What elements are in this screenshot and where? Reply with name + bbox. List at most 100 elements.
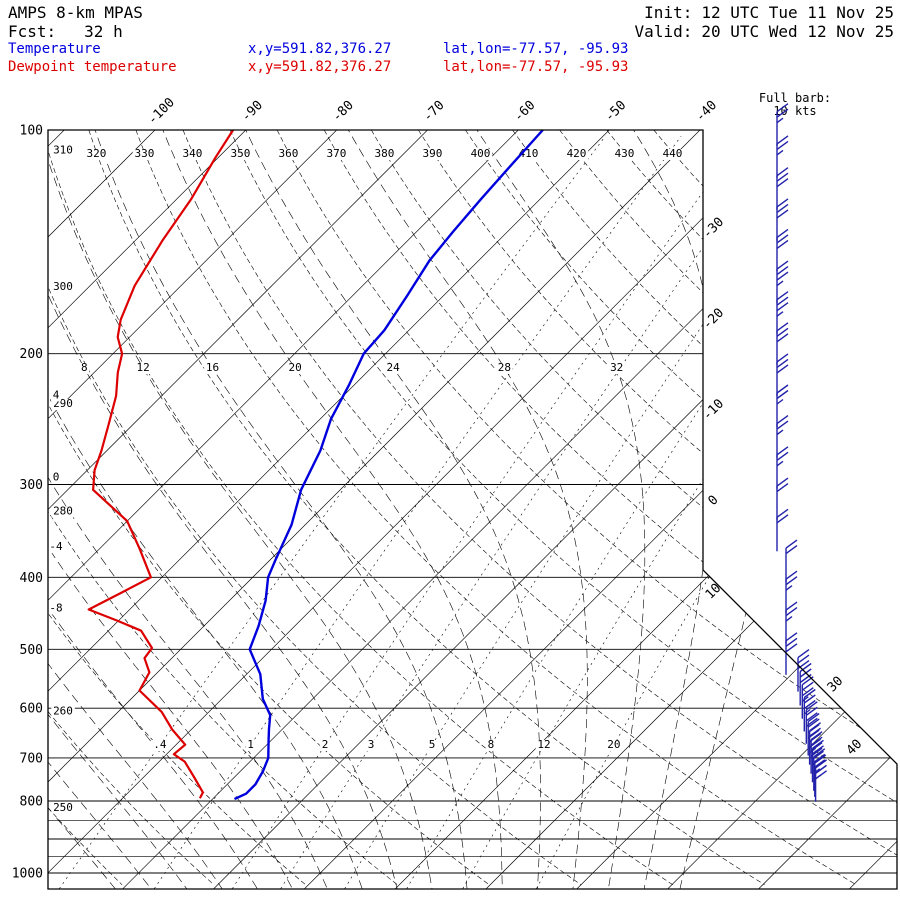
temperature-latlon: lat,lon=-77.57, -95.93 [443,41,629,57]
dry-adiabat-label: 360 [278,147,298,160]
moist-adiabat-label: 16 [206,361,219,374]
wind-barb [776,167,789,210]
wind-barb [785,632,798,675]
dewpoint-trace [87,129,235,799]
isotherm-label: -20 [700,306,727,333]
isotherm-label: 30 [825,674,847,696]
isotherm-line [48,130,337,889]
isotherm-line [394,130,897,889]
moist-adiabat-label: 28 [498,361,511,374]
wind-barb [803,688,816,732]
isotherm-line [48,130,428,889]
dewpoint-xy: x,y=591.82,376.27 [248,59,392,75]
temperature-trace [234,129,544,801]
dry-adiabat-label: 350 [230,147,250,160]
isotherm-line [485,130,897,889]
isotherm-label: 10 [703,581,725,603]
dry-adiabat-label: 250 [53,801,73,814]
isotherm-line [576,130,897,889]
dry-adiabat-label: 440 [663,147,683,160]
moist-adiabat-line [48,130,363,889]
dry-adiabat-label: 310 [53,144,73,157]
dewpoint-latlon: lat,lon=-77.57, -95.93 [443,59,629,75]
moist-adiabat-line [679,130,805,889]
pressure-label: 700 [20,751,43,766]
temperature-xy: x,y=591.82,376.27 [248,41,392,57]
isotherm-line [48,130,610,889]
moist-adiabat-line [92,130,468,889]
init-time-value: 12 UTC Tue 11 Nov 25 [701,3,894,22]
isotherm-line [48,130,519,889]
moist-adiabat-label: -4 [49,540,63,553]
moist-adiabat-label: 4 [53,388,60,401]
dry-adiabat-line [276,130,897,886]
dry-adiabat-line [88,130,765,886]
isotherm-label: -50 [602,98,629,125]
dry-adiabat-line [371,130,897,886]
wind-barb [776,384,789,427]
mixing-ratio-label: 3 [368,738,375,751]
dry-adiabat-line [559,130,897,886]
dry-adiabat-line [0,130,30,885]
wind-barb [814,759,828,802]
isotherm-line [213,130,897,889]
wind-barb [785,601,798,645]
dry-adiabat-label: 370 [326,147,346,160]
isotherm-label: -40 [693,98,720,125]
plot-frame [47,129,898,890]
moist-adiabat-label: 20 [288,361,301,374]
isotherm-label: -70 [420,98,447,125]
pressure-label: 800 [20,795,43,810]
dry-adiabat-label: 380 [374,147,394,160]
pressure-label: 200 [20,347,43,362]
pressure-label: 500 [20,643,43,658]
isotherm-label: -30 [700,215,727,242]
isotherm-line [304,130,897,889]
wind-barb [776,260,789,304]
moist-adiabat-line [629,130,717,889]
wind-barb [776,446,789,489]
isotherm-line [758,130,897,889]
isotherm-label: -90 [239,98,266,125]
wind-barb [776,353,789,396]
dry-adiabat-line [465,130,897,886]
mixing-ratio-line [232,135,744,889]
dry-adiabat-label: 300 [53,280,73,293]
isotherm-line [48,130,701,889]
forecast-hour-label: Fcst: [8,22,57,41]
mixing-ratio-label: .4 [153,738,167,751]
isotherm-label: 40 [844,737,866,759]
moist-adiabat-label: 32 [610,361,623,374]
wind-barb [776,103,789,146]
temperature-legend-label: Temperature [8,41,101,57]
wind-barb [776,228,789,272]
dry-adiabat-label: 280 [53,504,73,517]
wind-barb [776,415,789,458]
dry-adiabat-label: 400 [471,147,491,160]
grid-labels: 320 330 340 350 360 370 380 390 400 410 420 430 4403… [47,144,685,814]
wind-barb [776,198,789,241]
mixing-ratio-line [280,135,781,889]
isotherm-label: -80 [330,98,357,125]
mixing-ratio-label: 2 [322,738,329,751]
moist-adiabat-line [344,130,588,889]
isotherm-line [667,130,897,889]
pressure-label: 600 [20,702,43,717]
dry-adiabat-label: 330 [134,147,154,160]
wind-barb [785,570,798,614]
isotherm-line [48,130,247,889]
mixing-ratio-label: 12 [537,738,550,751]
dry-adiabat-label: 390 [422,147,442,160]
moist-adiabat-line [48,130,188,889]
mixing-ratio-label: 1 [247,738,254,751]
valid-time: Valid: 20 UTC Wed 12 Nov 25 [635,22,894,41]
pressure-label: 100 [20,124,43,139]
wind-barb [776,508,789,552]
init-time: Init: 12 UTC Tue 11 Nov 25 [644,3,894,22]
moist-adiabat-line [48,130,433,889]
wind-barb-column [776,103,828,802]
dry-adiabat-line [182,130,897,886]
isotherm-line [122,130,882,889]
